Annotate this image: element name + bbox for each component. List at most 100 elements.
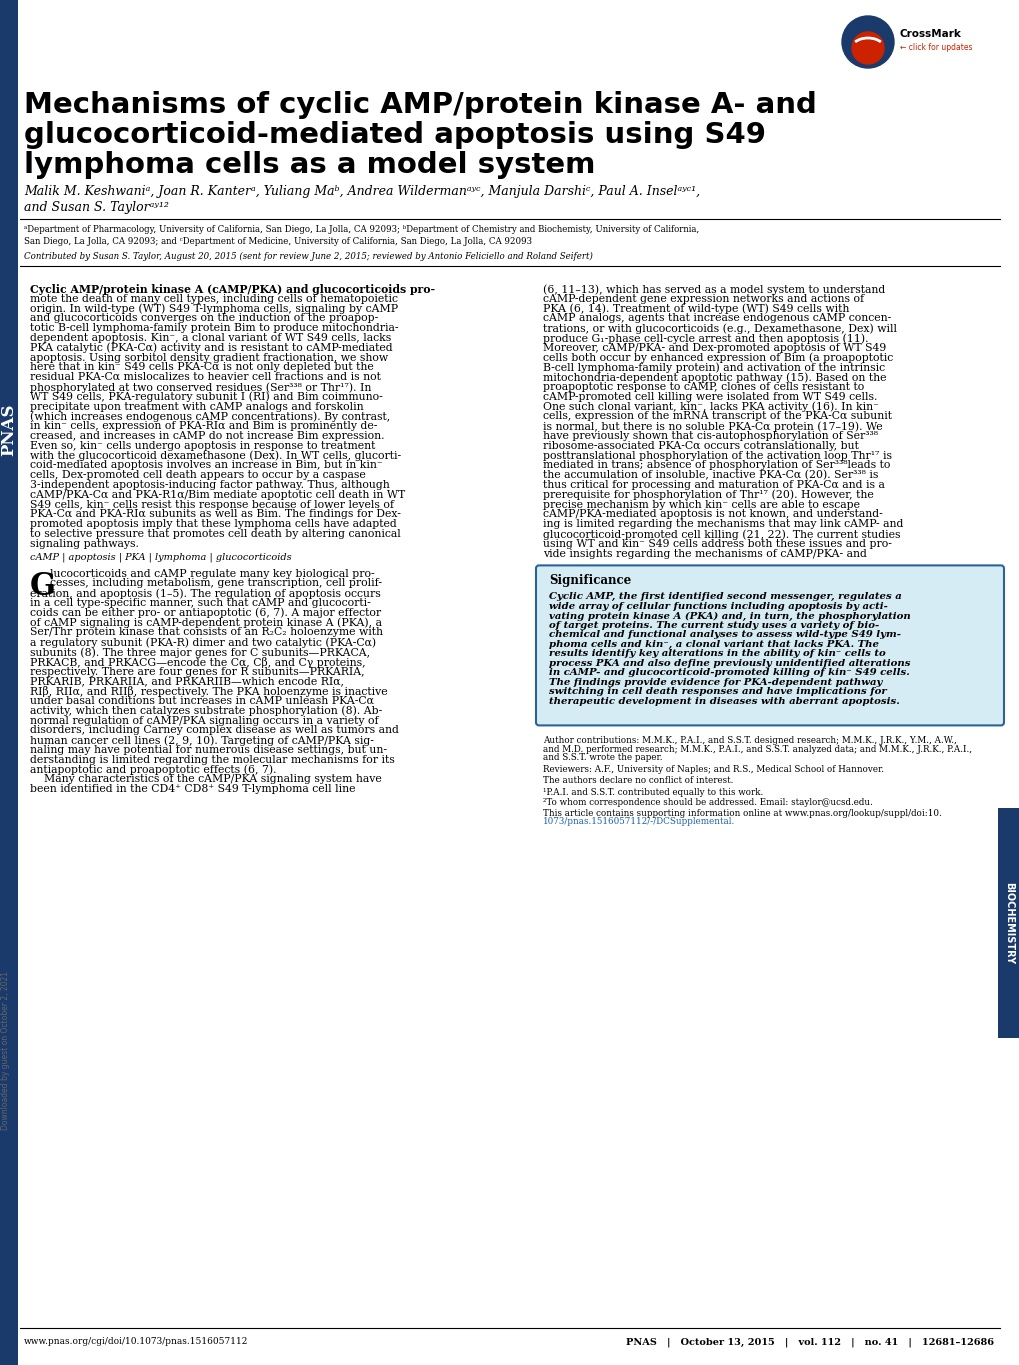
Text: ribosome-associated PKA-Cα occurs cotranslationally, but: ribosome-associated PKA-Cα occurs cotran… [542, 441, 858, 450]
Text: a regulatory subunit (PKA-R) dimer and two catalytic (PKA-Cα): a regulatory subunit (PKA-R) dimer and t… [30, 637, 376, 648]
Text: ¹P.A.I. and S.S.T. contributed equally to this work.: ¹P.A.I. and S.S.T. contributed equally t… [542, 788, 762, 797]
Circle shape [841, 16, 893, 68]
Text: apoptosis. Using sorbitol density gradient fractionation, we show: apoptosis. Using sorbitol density gradie… [30, 352, 388, 363]
Text: glucocorticoid-promoted cell killing (21, 22). The current studies: glucocorticoid-promoted cell killing (21… [542, 530, 900, 539]
Text: cAMP | apoptosis | PKA | lymphoma | glucocorticoids: cAMP | apoptosis | PKA | lymphoma | gluc… [30, 553, 291, 562]
Text: here that in kin⁻ S49 cells PKA-Cα is not only depleted but the: here that in kin⁻ S49 cells PKA-Cα is no… [30, 362, 373, 373]
Text: Ser/Thr protein kinase that consists of an R₂C₂ holoenzyme with: Ser/Thr protein kinase that consists of … [30, 628, 382, 637]
Text: PKA-Cα and PKA-RIα subunits as well as Bim. The findings for Dex-: PKA-Cα and PKA-RIα subunits as well as B… [30, 509, 400, 520]
Text: of cAMP signaling is cAMP-dependent protein kinase A (PKA), a: of cAMP signaling is cAMP-dependent prot… [30, 617, 382, 628]
Text: wide array of cellular functions including apoptosis by acti-: wide array of cellular functions includi… [548, 602, 887, 612]
Bar [0, 0, 18, 1365]
Text: PKA catalytic (PKA-Cα) activity and is resistant to cAMP-mediated: PKA catalytic (PKA-Cα) activity and is r… [30, 343, 392, 354]
Text: lucocorticoids and cAMP regulate many key biological pro-: lucocorticoids and cAMP regulate many ke… [50, 569, 374, 579]
Text: B-cell lymphoma-family protein) and activation of the intrinsic: B-cell lymphoma-family protein) and acti… [542, 362, 884, 373]
Text: chemical and functional analyses to assess wild-type S49 lym-: chemical and functional analyses to asse… [548, 631, 900, 639]
Text: phosphorylated at two conserved residues (Ser³³⁸ or Thr¹⁷). In: phosphorylated at two conserved residues… [30, 382, 371, 393]
Text: One such clonal variant, kin⁻, lacks PKA activity (16). In kin⁻: One such clonal variant, kin⁻, lacks PKA… [542, 401, 878, 412]
Text: RIβ, RIIα, and RIIβ, respectively. The PKA holoenzyme is inactive: RIβ, RIIα, and RIIβ, respectively. The P… [30, 687, 387, 698]
Text: and S.S.T. wrote the paper.: and S.S.T. wrote the paper. [542, 753, 662, 763]
Text: Moreover, cAMP/PKA- and Dex-promoted apoptosis of WT S49: Moreover, cAMP/PKA- and Dex-promoted apo… [542, 343, 886, 352]
Text: activity, which then catalyzes substrate phosphorylation (8). Ab-: activity, which then catalyzes substrate… [30, 706, 382, 717]
FancyBboxPatch shape [535, 565, 1003, 725]
Text: WT S49 cells, PKA-regulatory subunit I (RI) and Bim coimmuno-: WT S49 cells, PKA-regulatory subunit I (… [30, 392, 382, 403]
Text: thus critical for processing and maturation of PKA-Cα and is a: thus critical for processing and maturat… [542, 480, 884, 490]
Text: San Diego, La Jolla, CA 92093; and ᶜDepartment of Medicine, University of Califo: San Diego, La Jolla, CA 92093; and ᶜDepa… [24, 236, 532, 246]
Text: have previously shown that cis-autophosphorylation of Ser³³⁸: have previously shown that cis-autophosp… [542, 431, 877, 441]
Text: Author contributions: M.M.K., P.A.I., and S.S.T. designed research; M.M.K., J.R.: Author contributions: M.M.K., P.A.I., an… [542, 736, 956, 745]
Text: eration, and apoptosis (1–5). The regulation of apoptosis occurs: eration, and apoptosis (1–5). The regula… [30, 588, 380, 599]
Text: coids can be either pro- or antiapoptotic (6, 7). A major effector: coids can be either pro- or antiapoptoti… [30, 607, 381, 618]
Text: creased, and increases in cAMP do not increase Bim expression.: creased, and increases in cAMP do not in… [30, 431, 384, 441]
Bar [997, 808, 1019, 1037]
Text: Even so, kin⁻ cells undergo apoptosis in response to treatment: Even so, kin⁻ cells undergo apoptosis in… [30, 441, 375, 450]
Text: Reviewers: A.F., University of Naples; and R.S., Medical School of Hannover.: Reviewers: A.F., University of Naples; a… [542, 764, 883, 774]
Text: process PKA and also define previously unidentified alterations: process PKA and also define previously u… [548, 659, 910, 667]
Text: and M.D. performed research; M.M.K., P.A.I., and S.S.T. analyzed data; and M.M.K: and M.D. performed research; M.M.K., P.A… [542, 745, 971, 753]
Text: and Susan S. Taylorᵃʸ¹²: and Susan S. Taylorᵃʸ¹² [24, 201, 169, 213]
Text: origin. In wild-type (WT) S49 T-lymphoma cells, signaling by cAMP: origin. In wild-type (WT) S49 T-lymphoma… [30, 303, 397, 314]
Text: Cyclic AMP/protein kinase A (cAMP/PKA) and glucocorticoids pro-: Cyclic AMP/protein kinase A (cAMP/PKA) a… [30, 284, 435, 295]
Text: PNAS: PNAS [0, 404, 17, 456]
Text: trations, or with glucocorticoids (e.g., Dexamethasone, Dex) will: trations, or with glucocorticoids (e.g.,… [542, 324, 896, 334]
Text: mote the death of many cell types, including cells of hematopoietic: mote the death of many cell types, inclu… [30, 293, 397, 304]
Text: ²To whom correspondence should be addressed. Email: staylor@ucsd.edu.: ²To whom correspondence should be addres… [542, 799, 872, 808]
Text: Mechanisms of cyclic AMP/protein kinase A- and: Mechanisms of cyclic AMP/protein kinase … [24, 91, 816, 119]
Text: vating protein kinase A (PKA) and, in turn, the phosphorylation: vating protein kinase A (PKA) and, in tu… [548, 612, 910, 621]
Text: human cancer cell lines (2, 9, 10). Targeting of cAMP/PKA sig-: human cancer cell lines (2, 9, 10). Targ… [30, 736, 374, 745]
Text: This article contains supporting information online at www.pnas.org/lookup/suppl: This article contains supporting informa… [542, 809, 941, 818]
Text: cells, Dex-promoted cell death appears to occur by a caspase: cells, Dex-promoted cell death appears t… [30, 470, 366, 480]
Text: BIOCHEMISTRY: BIOCHEMISTRY [1003, 882, 1013, 964]
Text: G: G [30, 571, 56, 602]
Text: coid-mediated apoptosis involves an increase in Bim, but in kin⁻: coid-mediated apoptosis involves an incr… [30, 460, 382, 471]
Circle shape [851, 31, 883, 64]
Text: of target proteins. The current study uses a variety of bio-: of target proteins. The current study us… [548, 621, 878, 629]
Text: cAMP/PKA-mediated apoptosis is not known, and understand-: cAMP/PKA-mediated apoptosis is not known… [542, 509, 881, 520]
Text: mediated in trans; absence of phosphorylation of Ser³³⁸leads to: mediated in trans; absence of phosphoryl… [542, 460, 890, 471]
Text: precipitate upon treatment with cAMP analogs and forskolin: precipitate upon treatment with cAMP ana… [30, 401, 363, 412]
Text: 1073/pnas.1516057112/-/DCSupplemental.: 1073/pnas.1516057112/-/DCSupplemental. [542, 818, 735, 826]
Text: 3-independent apoptosis-inducing factor pathway. Thus, although: 3-independent apoptosis-inducing factor … [30, 480, 389, 490]
Text: in a cell type-specific manner, such that cAMP and glucocorti-: in a cell type-specific manner, such tha… [30, 598, 370, 607]
Text: dependent apoptosis. Kin⁻, a clonal variant of WT S49 cells, lacks: dependent apoptosis. Kin⁻, a clonal vari… [30, 333, 391, 343]
Text: ᵃDepartment of Pharmacology, University of California, San Diego, La Jolla, CA 9: ᵃDepartment of Pharmacology, University … [24, 225, 699, 235]
Text: ing is limited regarding the mechanisms that may link cAMP- and: ing is limited regarding the mechanisms … [542, 519, 903, 530]
Text: Downloaded by guest on October 2, 2021: Downloaded by guest on October 2, 2021 [1, 971, 10, 1129]
Text: CrossMark: CrossMark [899, 29, 961, 40]
Text: under basal conditions but increases in cAMP unleash PKA-Cα: under basal conditions but increases in … [30, 696, 374, 706]
Text: switching in cell death responses and have implications for: switching in cell death responses and ha… [548, 688, 886, 696]
Text: cells, expression of the mRNA transcript of the PKA-Cα subunit: cells, expression of the mRNA transcript… [542, 411, 892, 422]
Text: subunits (8). The three major genes for C subunits—PRKACA,: subunits (8). The three major genes for … [30, 647, 370, 658]
Text: signaling pathways.: signaling pathways. [30, 539, 139, 549]
Text: Many characteristics of the cAMP/PKA signaling system have: Many characteristics of the cAMP/PKA sig… [30, 774, 381, 785]
Text: prerequisite for phosphorylation of Thr¹⁷ (20). However, the: prerequisite for phosphorylation of Thr¹… [542, 490, 873, 501]
Text: vide insights regarding the mechanisms of cAMP/PKA- and: vide insights regarding the mechanisms o… [542, 549, 866, 558]
Text: cells both occur by enhanced expression of Bim (a proapoptotic: cells both occur by enhanced expression … [542, 352, 893, 363]
Text: with the glucocorticoid dexamethasone (Dex). In WT cells, glucorti-: with the glucocorticoid dexamethasone (D… [30, 450, 400, 461]
Text: lymphoma cells as a model system: lymphoma cells as a model system [24, 152, 595, 179]
Text: phoma cells and kin⁻, a clonal variant that lacks PKA. The: phoma cells and kin⁻, a clonal variant t… [548, 640, 878, 648]
Text: PKA (6, 14). Treatment of wild-type (WT) S49 cells with: PKA (6, 14). Treatment of wild-type (WT)… [542, 303, 849, 314]
Text: S49 cells, kin⁻ cells resist this response because of lower levels of: S49 cells, kin⁻ cells resist this respon… [30, 500, 393, 509]
Text: www.pnas.org/cgi/doi/10.1073/pnas.1516057112: www.pnas.org/cgi/doi/10.1073/pnas.151605… [24, 1338, 249, 1346]
Text: totic B-cell lymphoma-family protein Bim to produce mitochondria-: totic B-cell lymphoma-family protein Bim… [30, 324, 398, 333]
Text: Cyclic AMP, the first identified second messenger, regulates a: Cyclic AMP, the first identified second … [548, 592, 901, 602]
Text: The findings provide evidence for PKA-dependent pathway: The findings provide evidence for PKA-de… [548, 678, 881, 687]
Text: been identified in the CD4⁺ CD8⁺ S49 T-lymphoma cell line: been identified in the CD4⁺ CD8⁺ S49 T-l… [30, 785, 356, 794]
Text: PNAS   |   October 13, 2015   |   vol. 112   |   no. 41   |   12681–12686: PNAS | October 13, 2015 | vol. 112 | no.… [626, 1338, 994, 1347]
Text: PRKARIB, PRKARIIA, and PRKARIIB—which encode RIα,: PRKARIB, PRKARIIA, and PRKARIIB—which en… [30, 677, 343, 687]
Text: cAMP-promoted cell killing were isolated from WT S49 cells.: cAMP-promoted cell killing were isolated… [542, 392, 876, 401]
Text: produce G₁-phase cell-cycle arrest and then apoptosis (11).: produce G₁-phase cell-cycle arrest and t… [542, 333, 867, 344]
Text: ← click for updates: ← click for updates [899, 44, 971, 52]
Text: is normal, but there is no soluble PKA-Cα protein (17–19). We: is normal, but there is no soluble PKA-C… [542, 422, 881, 431]
Text: naling may have potential for numerous disease settings, but un-: naling may have potential for numerous d… [30, 745, 386, 755]
Text: The authors declare no conflict of interest.: The authors declare no conflict of inter… [542, 777, 733, 785]
Text: results identify key alterations in the ability of kin⁻ cells to: results identify key alterations in the … [548, 650, 884, 658]
Text: (6, 11–13), which has served as a model system to understand: (6, 11–13), which has served as a model … [542, 284, 884, 295]
Text: therapeutic development in diseases with aberrant apoptosis.: therapeutic development in diseases with… [548, 698, 899, 706]
Text: Significance: Significance [548, 573, 631, 587]
Text: cAMP analogs, agents that increase endogenous cAMP concen-: cAMP analogs, agents that increase endog… [542, 314, 891, 324]
Text: derstanding is limited regarding the molecular mechanisms for its: derstanding is limited regarding the mol… [30, 755, 394, 764]
Text: PRKACB, and PRKACG—encode the Cα, Cβ, and Cγ proteins,: PRKACB, and PRKACG—encode the Cα, Cβ, an… [30, 657, 365, 667]
Text: to selective pressure that promotes cell death by altering canonical: to selective pressure that promotes cell… [30, 530, 400, 539]
